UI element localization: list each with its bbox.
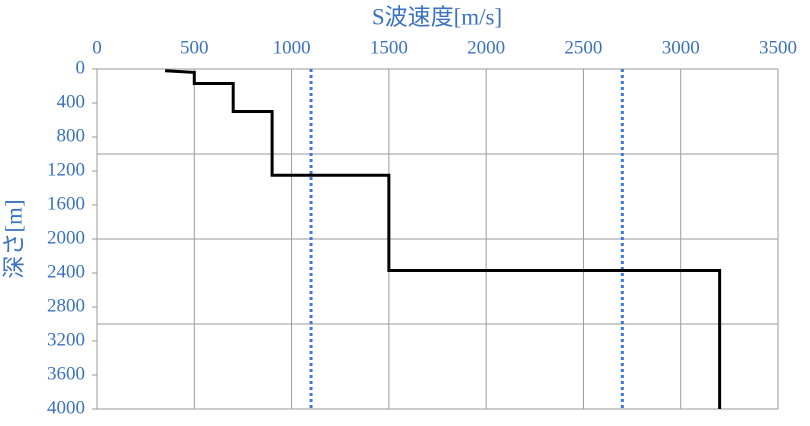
y-tick-label: 4000 bbox=[47, 397, 85, 418]
y-axis-title: 深さ[m] bbox=[1, 199, 26, 278]
x-tick-label: 0 bbox=[92, 37, 102, 58]
y-tick-label: 3200 bbox=[47, 329, 85, 350]
y-tick-label: 0 bbox=[76, 57, 86, 78]
x-tick-label: 2500 bbox=[564, 37, 602, 58]
y-tick-label: 1200 bbox=[47, 159, 85, 180]
x-tick-label: 3500 bbox=[759, 37, 797, 58]
y-tick-label: 1600 bbox=[47, 193, 85, 214]
x-tick-label: 1500 bbox=[370, 37, 408, 58]
x-tick-label: 2000 bbox=[467, 37, 505, 58]
y-tick-label: 800 bbox=[57, 125, 86, 146]
y-tick-label: 2800 bbox=[47, 295, 85, 316]
x-tick-label: 500 bbox=[180, 37, 209, 58]
y-tick-label: 2000 bbox=[47, 227, 85, 248]
x-tick-label: 1000 bbox=[273, 37, 311, 58]
y-tick-label: 3600 bbox=[47, 363, 85, 384]
y-tick-label: 400 bbox=[57, 91, 86, 112]
x-axis-title: S波速度[m/s] bbox=[372, 4, 502, 29]
y-tick-label: 2400 bbox=[47, 261, 85, 282]
data-line bbox=[165, 69, 722, 409]
x-tick-label: 3000 bbox=[662, 37, 700, 58]
